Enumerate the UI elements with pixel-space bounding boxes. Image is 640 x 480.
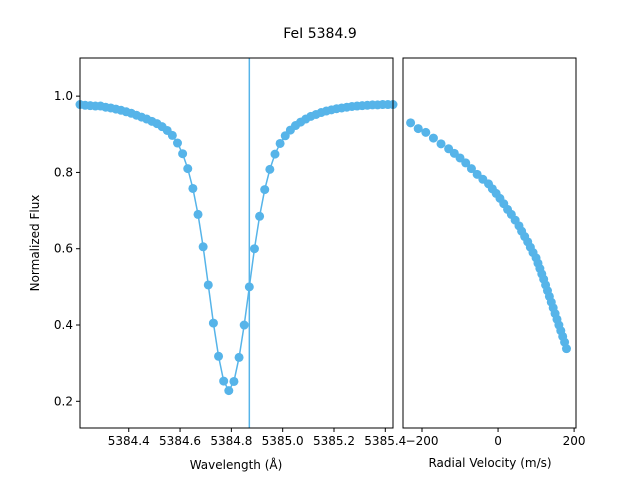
left-data-point [208, 318, 218, 328]
left-data-point [193, 209, 203, 219]
left-x-ticks: 5384.4 5384.6 5384.8 5385.0 5385.2 5385.4 [108, 428, 406, 448]
left-data-point [183, 164, 193, 174]
left-y-tick-label: 1.0 [54, 89, 73, 103]
left-data-point [172, 138, 182, 148]
left-plot-area [75, 58, 398, 428]
right-data-point [428, 133, 438, 143]
left-data-point [224, 386, 234, 396]
left-y-axis-label: Normalized Flux [28, 195, 42, 292]
right-data-point [466, 164, 476, 174]
right-panel: −200 0 200 Radial Velocity (m/s) [402, 57, 586, 470]
left-x-tick-label: 5385.4 [364, 434, 406, 448]
right-x-tick-label: −200 [406, 434, 439, 448]
left-data-point [178, 149, 188, 159]
left-data-point [275, 138, 285, 148]
left-data-point [255, 211, 265, 221]
right-axes-frame [402, 57, 577, 429]
left-data-point [214, 351, 224, 361]
left-data-point [260, 185, 270, 195]
left-y-tick-label: 0.6 [54, 242, 73, 256]
left-data-point [249, 244, 259, 254]
right-data-point [436, 139, 446, 149]
left-data-point [167, 130, 177, 140]
left-data-point [198, 242, 208, 252]
right-data-point [421, 127, 431, 137]
right-x-ticks: −200 0 200 [406, 428, 586, 448]
figure-title: FeI 5384.9 [283, 26, 356, 42]
left-data-point [188, 183, 198, 193]
right-data-point [461, 158, 471, 168]
left-x-tick-label: 5385.2 [313, 434, 355, 448]
left-x-axis-label: Wavelength (Å) [190, 457, 283, 472]
left-data-point [219, 376, 229, 386]
left-data-point [270, 149, 280, 159]
right-x-tick-label: 200 [563, 434, 586, 448]
left-x-tick-label: 5384.8 [210, 434, 252, 448]
left-y-tick-label: 0.8 [54, 165, 73, 179]
left-y-tick-label: 0.2 [54, 394, 73, 408]
left-y-ticks: 0.2 0.4 0.6 0.8 1.0 [54, 89, 80, 408]
left-x-tick-label: 5385.0 [262, 434, 304, 448]
left-y-tick-label: 0.4 [54, 318, 73, 332]
left-x-tick-label: 5384.6 [159, 434, 201, 448]
left-data-point [239, 320, 249, 330]
right-plot-area [406, 118, 571, 354]
left-x-tick-label: 5384.4 [108, 434, 150, 448]
right-data-point [406, 118, 416, 128]
right-x-tick-label: 0 [494, 434, 502, 448]
left-data-point [280, 131, 290, 141]
left-panel: 5384.4 5384.6 5384.8 5385.0 5385.2 5385.4 0.2… [28, 57, 406, 472]
left-data-point [265, 164, 275, 174]
left-data-point [234, 352, 244, 362]
left-data-point [229, 376, 239, 386]
right-data-point [561, 344, 571, 354]
right-data-point [413, 124, 423, 134]
left-data-point [203, 280, 213, 290]
right-x-axis-label: Radial Velocity (m/s) [428, 456, 551, 470]
left-axes-frame [79, 57, 394, 429]
